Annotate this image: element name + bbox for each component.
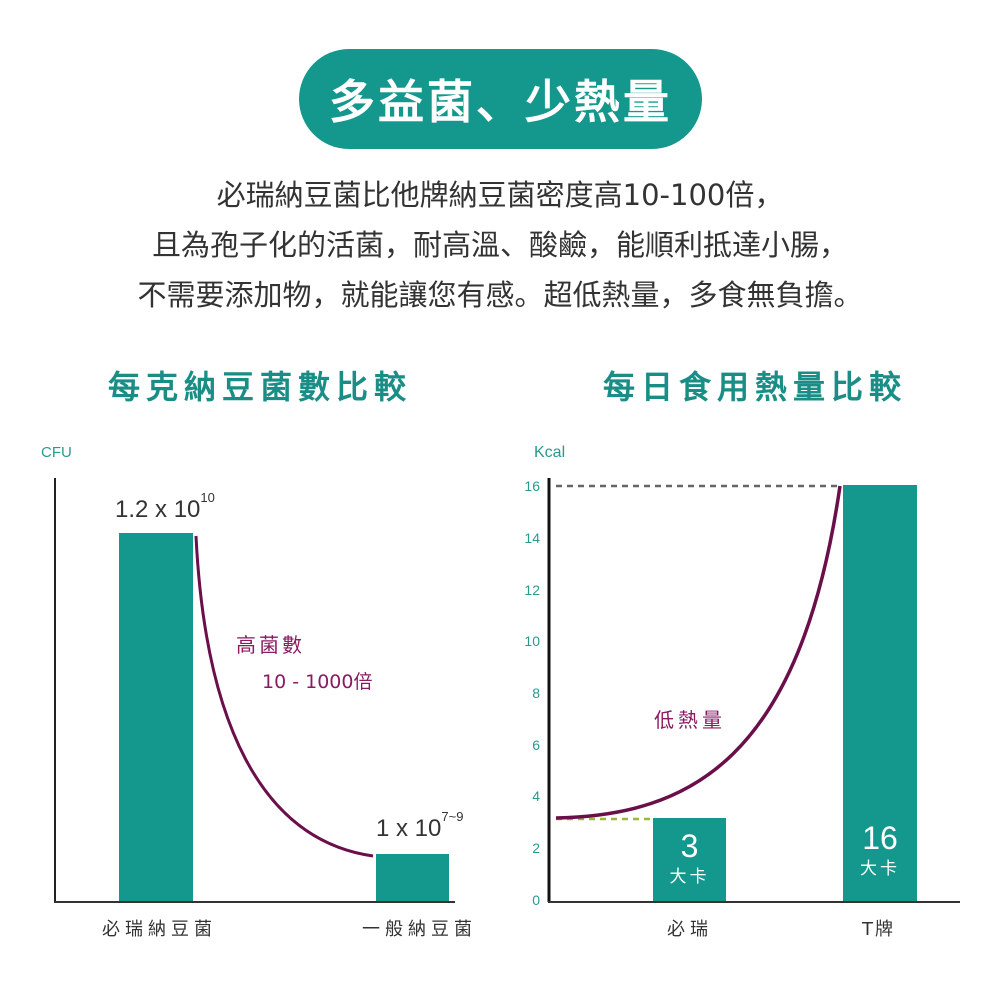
right-y-unit: Kcal xyxy=(534,444,566,461)
header-title: 多益菌、少熱量 xyxy=(329,75,672,129)
bar-t-brand xyxy=(843,485,917,901)
description-line: 必瑞納豆菌比他牌納豆菌密度高10-100倍， xyxy=(216,178,784,212)
left-x-label-birui: 必瑞納豆菌 xyxy=(102,919,217,940)
bar-t-brand-value: 16 xyxy=(862,820,898,856)
y-tick-14: 14 xyxy=(524,530,540,546)
y-tick-8: 8 xyxy=(532,685,540,701)
y-tick-6: 6 xyxy=(532,737,540,753)
description-line: 不需要添加物，就能讓您有感。超低熱量，多食無負擔。 xyxy=(137,278,863,312)
bar1-exponent: 10 xyxy=(200,490,215,505)
right-annotation: 低熱量 xyxy=(654,708,726,732)
bar-birui-value: 3 xyxy=(680,828,699,864)
bar1-value-label: 1.2 x 1010 xyxy=(115,490,215,524)
right-x-label-t-brand: T牌 xyxy=(862,919,895,940)
left-y-unit: CFU xyxy=(41,444,72,461)
bar-t-brand-label: 16 大卡 xyxy=(843,822,917,879)
right-x-label-birui: 必瑞 xyxy=(667,919,713,940)
y-tick-2: 2 xyxy=(532,840,540,856)
left-decline-curve xyxy=(194,535,374,858)
y-tick-10: 10 xyxy=(524,633,540,649)
description: 必瑞納豆菌比他牌納豆菌密度高10-100倍， 且為孢子化的活菌，耐高溫、酸鹼，能… xyxy=(0,170,1000,320)
y-tick-16: 16 xyxy=(524,478,540,494)
bar-birui-natto xyxy=(119,533,193,901)
header-title-pill: 多益菌、少熱量 xyxy=(299,49,702,149)
bar1-value: 1.2 x 10 xyxy=(115,496,201,523)
bar2-exponent: 7~9 xyxy=(441,809,464,824)
bar2-value: 1 x 10 xyxy=(376,815,442,842)
right-rise-curve xyxy=(555,485,842,820)
y-tick-4: 4 xyxy=(532,788,540,804)
left-annotation-title: 高菌數 xyxy=(236,633,305,657)
description-line: 且為孢子化的活菌，耐高溫、酸鹼，能順利抵達小腸， xyxy=(151,228,848,262)
bar-birui-unit: 大卡 xyxy=(669,867,710,887)
bar-birui-label: 3 大卡 xyxy=(653,830,726,887)
left-annotation-detail: 10 - 1000倍 xyxy=(262,671,373,693)
left-x-label-regular: 一般納豆菌 xyxy=(362,919,477,940)
bar-regular-natto xyxy=(376,854,449,901)
y-tick-0: 0 xyxy=(532,892,540,908)
bar-t-brand-unit: 大卡 xyxy=(860,859,900,879)
right-chart-title: 每日食用熱量比較 xyxy=(603,368,908,406)
bar2-value-label: 1 x 107~9 xyxy=(376,809,463,843)
left-chart-title: 每克納豆菌數比較 xyxy=(108,368,413,406)
bar-birui xyxy=(653,818,726,901)
y-tick-12: 12 xyxy=(524,582,540,598)
